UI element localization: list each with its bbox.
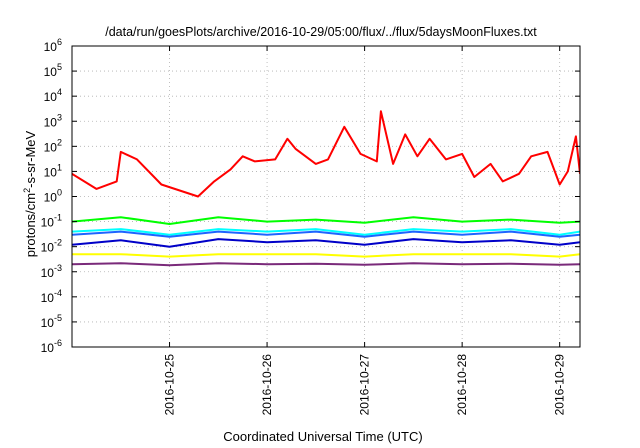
- x-tick-label: 2016-10-29: [553, 354, 567, 416]
- y-tick-label: 10-6: [41, 338, 62, 355]
- series-line-2: [72, 216, 580, 225]
- y-axis-title-prefix: protons/cm: [23, 193, 38, 257]
- series-line-1: [72, 110, 580, 198]
- x-axis-title: Coordinated Universal Time (UTC): [223, 429, 422, 444]
- x-tick-label: 2016-10-27: [358, 354, 372, 416]
- x-axis: 2016-10-25 2016-10-26 2016-10-27 2016-10-28…: [163, 46, 567, 415]
- y-tick-label: 106: [44, 37, 62, 54]
- x-tick-label: 2016-10-28: [455, 354, 469, 416]
- series-line-7: [72, 262, 580, 267]
- x-tick-label: 2016-10-25: [163, 354, 177, 416]
- y-tick-label: 105: [44, 62, 62, 79]
- y-tick-label: 10-4: [41, 288, 62, 305]
- x-tick-label: 2016-10-26: [260, 354, 274, 416]
- y-tick-label: 101: [44, 162, 62, 179]
- series-line-4: [72, 230, 580, 238]
- series-line-5: [72, 238, 580, 248]
- y-tick-label: 10-3: [41, 263, 62, 280]
- y-tick-label: 10-1: [41, 213, 62, 230]
- y-tick-label: 100: [44, 188, 62, 205]
- y-tick-label: 103: [44, 112, 62, 129]
- y-axis-title-suffix: -s-sr-MeV: [23, 130, 38, 187]
- y-axis: 10-6 10-5 10-4 10-3 10-2 10-1 100 101 102 103 104 1…: [41, 37, 580, 355]
- y-axis-title: protons/cm2-s-sr-MeV: [22, 130, 38, 257]
- y-tick-label: 10-5: [41, 313, 62, 330]
- y-axis-title-sup: 2: [22, 188, 32, 193]
- y-tick-label: 10-2: [41, 238, 62, 255]
- series-line-3: [72, 228, 580, 236]
- series-line-6: [72, 253, 580, 258]
- chart-title: /data/run/goesPlots/archive/2016-10-29/0…: [105, 25, 537, 39]
- y-tick-label: 102: [44, 137, 62, 154]
- plot-area: [72, 110, 580, 267]
- y-tick-label: 104: [44, 87, 62, 104]
- grid-lines: [72, 46, 580, 347]
